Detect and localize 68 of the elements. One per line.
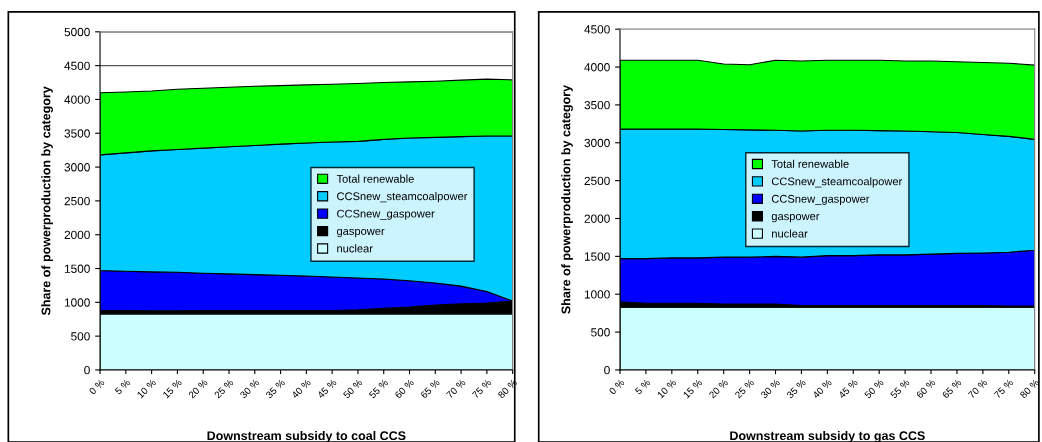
y-tick-label: 4000 [584,63,610,72]
legend-label: nuclear [337,244,373,253]
legend-label: Total renewable [336,174,414,183]
x-tick-label: 60 % [394,378,415,399]
x-tick-label: 30 % [760,378,781,399]
y-tick-label: 4500 [64,61,90,71]
x-axis-title: Downstream subsidy to coal CCS [207,430,406,442]
x-tick-label: 65 % [941,378,962,399]
y-tick-label: 0 [84,365,90,375]
x-tick-label: 60 % [915,378,936,399]
y-tick-label: 2000 [584,214,610,223]
x-tick-label: 70 % [445,378,466,399]
legend-label: gaspower [336,228,385,238]
y-tick-label: 4000 [64,95,90,104]
x-tick-label: 10 % [656,378,677,399]
x-tick-label: 65 % [420,378,441,399]
x-tick-label: 35 % [786,378,807,399]
y-tick-label: 0 [604,365,610,375]
y-tick-label: 3500 [64,129,90,138]
x-tick-label: 15 % [682,378,703,399]
y-tick-label: 500 [591,328,610,337]
legend-label: gaspower [771,214,820,223]
legend-label: CCSnew_steamcoalpower [771,177,903,188]
x-tick-label: 0 % [608,378,625,395]
legend-label: CCSnew_gaspower [771,194,870,205]
x-tick-label: 80 % [1019,378,1040,399]
x-tick-label: 5 % [114,378,131,395]
y-tick-label: 2000 [64,230,90,240]
y-tick-label: 5000 [64,27,90,37]
y-tick-label: 1500 [64,264,90,273]
x-tick-label: 55 % [889,378,910,399]
x-tick-label: 25 % [213,378,234,399]
x-tick-label: 20 % [708,378,729,399]
x-tick-label: 45 % [837,378,859,399]
y-tick-label: 2500 [584,176,610,186]
x-tick-label: 75 % [993,378,1014,399]
x-tick-label: 30 % [239,378,260,399]
x-tick-label: 40 % [291,378,312,399]
x-tick-label: 70 % [967,378,988,399]
y-tick-label: 1500 [584,252,610,261]
y-tick-label: 3000 [64,163,90,172]
x-tick-label: 0 % [88,378,105,395]
y-tick-label: 3000 [584,138,610,148]
y-tick-label: 3500 [584,100,610,110]
x-tick-label: 45 % [316,378,337,399]
y-tick-label: 1000 [584,290,610,299]
y-axis-title: Share of powerproduction by category [561,85,573,314]
x-tick-label: 40 % [812,378,833,399]
x-tick-label: 25 % [734,378,755,399]
x-tick-label: 75 % [471,378,492,399]
y-tick-label: 4500 [584,25,610,34]
x-tick-label: 55 % [368,378,389,399]
x-axis-title: Downstream subsidy to gas CCS [730,430,925,442]
x-tick-label: 20 % [188,378,208,399]
x-tick-label: 35 % [265,378,286,399]
y-tick-label: 500 [71,332,90,341]
x-tick-label: 10 % [136,378,157,399]
x-tick-label: 50 % [342,378,363,399]
y-tick-label: 1000 [64,298,90,307]
y-tick-label: 2500 [64,196,90,206]
legend-label: nuclear [772,229,808,238]
x-tick-label: 5 % [634,378,651,395]
legend-label: CCSnew_gaspower [337,209,435,220]
x-tick-label: 50 % [863,378,884,399]
legend-label: CCSnew_steamcoalpower [337,192,468,203]
y-axis-title: Share of powerproduction by category [41,86,53,316]
x-tick-label: 15 % [162,378,183,399]
legend-label: Total renewable [771,159,849,168]
